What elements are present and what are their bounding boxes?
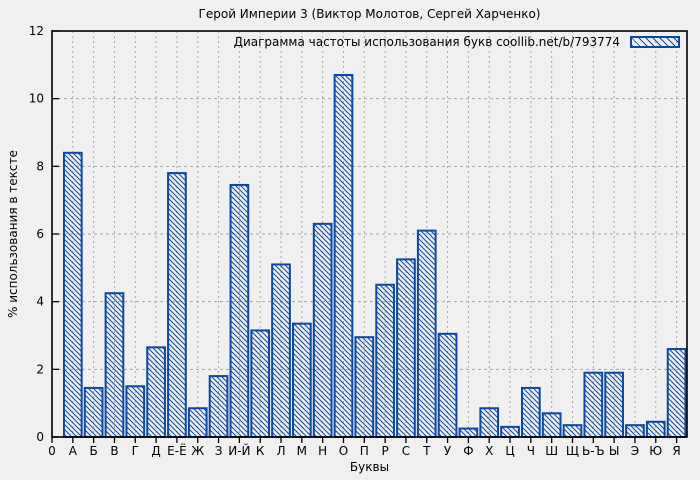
x-tick-label: С: [402, 444, 410, 458]
x-tick-label: Е-Ё: [167, 443, 187, 458]
bar-Ч: [521, 386, 541, 439]
x-tick-label: А: [69, 444, 78, 458]
x-tick-label: Я: [672, 444, 680, 458]
x-tick-label: Д: [151, 444, 160, 458]
bar-П: [354, 336, 375, 439]
bar-А: [62, 151, 83, 439]
x-tick-label: М: [297, 444, 307, 458]
bar-Ф: [458, 427, 479, 438]
bar-Ж: [187, 407, 208, 439]
legend-label: Диаграмма частоты использования букв coo…: [233, 35, 620, 49]
x-tick-label: В: [110, 444, 118, 458]
x-axis-label: Буквы: [349, 460, 390, 474]
x-tick-label: У: [444, 444, 452, 458]
bar-Е-Ё: [167, 172, 187, 438]
x-tick-label: О: [339, 444, 348, 458]
x-tick-label: П: [360, 444, 369, 458]
y-tick-label: 12: [29, 24, 44, 38]
x-tick-label: И-Й: [228, 443, 250, 458]
bar-Я: [666, 348, 687, 438]
y-tick-label: 0: [36, 430, 44, 444]
bar-Д: [146, 346, 166, 439]
y-tick-label: 2: [36, 362, 44, 376]
y-tick-label: 4: [36, 295, 44, 309]
x-tick-label: К: [256, 444, 265, 458]
bar-Н: [312, 222, 333, 438]
x-tick-label: Ф: [463, 444, 473, 458]
x-tick-label: Б: [90, 444, 98, 458]
x-tick-label: Р: [381, 444, 388, 458]
x-tick-label: Щ: [566, 444, 579, 458]
x-tick-label: Э: [631, 444, 639, 458]
bar-М: [291, 322, 312, 438]
x-tick-label: Х: [485, 444, 493, 458]
bar-Т: [416, 229, 437, 438]
bar-Э: [625, 424, 645, 438]
y-tick-label: 6: [36, 227, 44, 241]
chart-title: Герой Империи 3 (Виктор Молотов, Сергей …: [198, 7, 541, 21]
bar-У: [437, 332, 458, 438]
x-tick-label: Т: [422, 444, 431, 458]
bar-Щ: [562, 424, 583, 438]
bar-Г: [125, 385, 146, 438]
legend: Диаграмма частоты использования букв coo…: [234, 35, 680, 49]
bar-К: [250, 329, 271, 438]
x-tick-label: З: [215, 444, 223, 458]
bar-В: [104, 292, 125, 439]
bar-Ы: [604, 371, 624, 439]
bar-Ь-Ъ: [583, 371, 604, 439]
x-tick-label: Ы: [609, 444, 620, 458]
bar-Р: [375, 283, 395, 438]
x-tick-label: Ю: [649, 444, 662, 458]
x-tick-label: Л: [277, 444, 286, 458]
bar-С: [396, 258, 416, 438]
x-tick-label: Н: [318, 444, 327, 458]
x-tick-label: Ц: [505, 444, 514, 458]
x-tick-label: Ш: [545, 444, 558, 458]
y-tick-label: 10: [29, 92, 44, 106]
x-tick-label: Ж: [191, 444, 204, 458]
x-tick-label: Ь-Ъ: [582, 444, 605, 458]
bar-Б: [83, 386, 104, 439]
bar-Л: [271, 263, 291, 439]
x-tick-label: Ч: [527, 444, 535, 458]
legend-hatch-swatch: [630, 36, 680, 48]
bar-Х: [479, 407, 500, 439]
bar-Ц: [500, 425, 520, 439]
bar-И-Й: [229, 183, 250, 438]
bar-З: [208, 375, 229, 439]
x-origin-label: 0: [48, 444, 56, 458]
bar-Ю: [645, 420, 666, 438]
bar-О: [333, 73, 354, 438]
bar-Ш: [541, 412, 562, 439]
x-tick-label: Г: [132, 444, 139, 458]
y-tick-label: 8: [36, 159, 44, 173]
